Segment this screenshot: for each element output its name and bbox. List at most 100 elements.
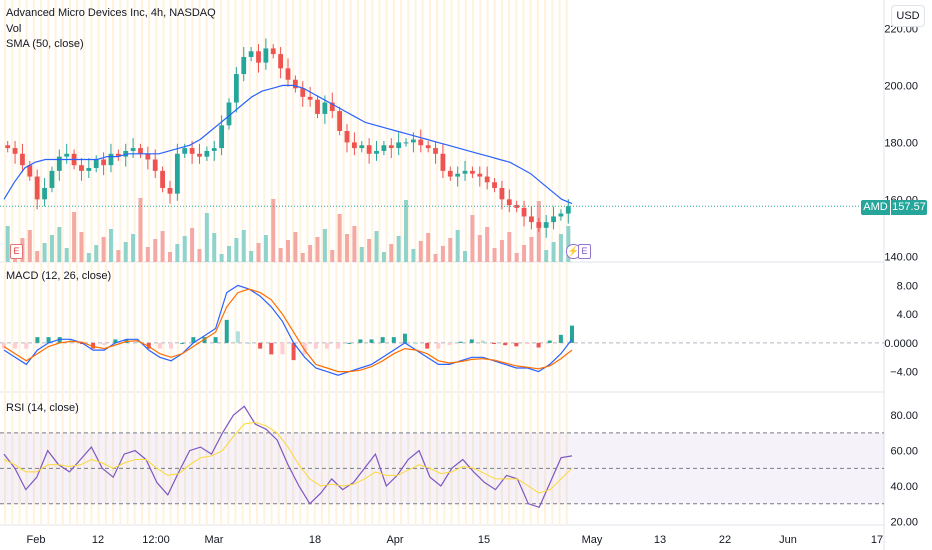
volume-bar (153, 239, 158, 262)
candle-body (226, 102, 232, 126)
session-highlight-stripe (558, 0, 561, 525)
volume-bar (101, 237, 106, 262)
candle-body (374, 150, 379, 154)
candle-body (315, 99, 320, 114)
candle-body (292, 79, 298, 89)
session-highlight-stripe (227, 0, 230, 525)
session-highlight-stripe (320, 0, 323, 525)
volume-bar (404, 200, 409, 262)
session-highlight-stripe (198, 0, 201, 525)
candle-body (263, 48, 269, 63)
earnings-marker[interactable]: E (10, 244, 23, 259)
volume-bar (94, 245, 99, 262)
macd-histogram-bar (258, 342, 263, 349)
volume-bar (345, 234, 350, 262)
candle-body (388, 145, 394, 149)
currency-button[interactable]: USD (891, 5, 925, 27)
volume-bar (160, 231, 165, 262)
session-highlight-stripe (349, 0, 352, 525)
session-highlight-stripe (47, 0, 50, 525)
candle-body (492, 182, 497, 188)
session-highlight-stripe (119, 0, 122, 525)
volume-bar (374, 231, 379, 262)
price-tag-symbol: AMD (861, 200, 890, 215)
x-axis-tick-label: Mar (205, 534, 224, 546)
session-highlight-stripe (313, 0, 316, 525)
candle-body (565, 206, 571, 214)
macd-histogram-bar (336, 342, 341, 349)
volume-bar (175, 244, 180, 262)
volume-bar (470, 215, 475, 262)
session-highlight-stripe (61, 0, 64, 525)
volume-bar (249, 251, 254, 262)
session-highlight-stripe (126, 0, 129, 525)
session-highlight-stripe (112, 0, 115, 525)
macd-histogram-bar (2, 342, 6, 349)
rsi-axis-tick-label: 20.00 (890, 516, 918, 528)
macd-histogram-bar (291, 342, 296, 361)
candle-body (93, 159, 99, 169)
candle-body (322, 102, 328, 114)
x-axis-tick-label: 12 (92, 534, 104, 546)
macd-histogram-bar (536, 342, 541, 348)
volume-bar (42, 243, 47, 262)
volume-bar (241, 230, 246, 262)
session-highlight-stripe (328, 0, 331, 525)
volume-bar (330, 250, 335, 262)
macd-histogram-bar (436, 342, 441, 349)
candle-body (270, 48, 276, 55)
volume-bar (389, 244, 394, 262)
session-highlight-stripe (299, 0, 302, 525)
volume-bar (72, 212, 77, 262)
macd-histogram-bar (146, 342, 151, 349)
session-highlight-stripe (536, 0, 539, 525)
candle-body (152, 159, 158, 171)
macd-histogram-bar (24, 342, 29, 349)
macd-histogram-bar (57, 337, 62, 343)
price-axis-tick-label: 140.00 (884, 251, 918, 263)
macd-histogram-bar (324, 342, 329, 349)
session-highlight-stripe (565, 0, 568, 525)
volume-bar (263, 235, 268, 262)
session-highlight-stripe (234, 0, 237, 525)
volume-bar (418, 241, 423, 262)
candle-body (167, 187, 173, 194)
session-highlight-stripe (97, 0, 100, 525)
session-highlight-stripe (176, 0, 179, 525)
session-highlight-stripe (335, 0, 338, 525)
x-axis-tick-label: 13 (654, 534, 666, 546)
volume-bar (455, 230, 460, 262)
volume-bar (352, 226, 357, 262)
session-highlight-stripe (544, 0, 547, 525)
macd-line (3, 284, 573, 376)
volume-bar (219, 254, 224, 262)
macd-histogram-bar (135, 340, 140, 343)
session-highlight-stripe (40, 0, 43, 525)
price-axis-tick-label: 180.00 (884, 137, 918, 149)
macd-histogram-bar (414, 342, 419, 344)
volume-bar (57, 227, 62, 262)
session-highlight-stripe (529, 0, 532, 525)
session-highlight-stripe (68, 0, 71, 525)
volume-bar (167, 252, 172, 262)
volume-bar (411, 249, 416, 262)
macd-histogram-bar (180, 342, 185, 344)
volume-bar (529, 237, 534, 262)
volume-bar (359, 247, 364, 262)
chart-title: Advanced Micro Devices Inc, 4h, NASDAQ (6, 7, 216, 19)
volume-bar (271, 199, 276, 262)
volume-bar (544, 250, 549, 262)
macd-histogram-bar (369, 339, 374, 343)
volume-bar (492, 248, 497, 262)
session-highlight-stripe (284, 0, 287, 525)
candle-body (138, 148, 143, 154)
macd-histogram-bar (492, 342, 497, 345)
volume-bar (116, 250, 121, 262)
candle-body (101, 159, 106, 166)
session-highlight-stripe (277, 0, 280, 525)
session-highlight-stripe (83, 0, 86, 525)
candle-body (241, 56, 247, 75)
earnings-marker-upcoming[interactable]: E (578, 244, 591, 259)
session-highlight-stripe (371, 0, 374, 525)
